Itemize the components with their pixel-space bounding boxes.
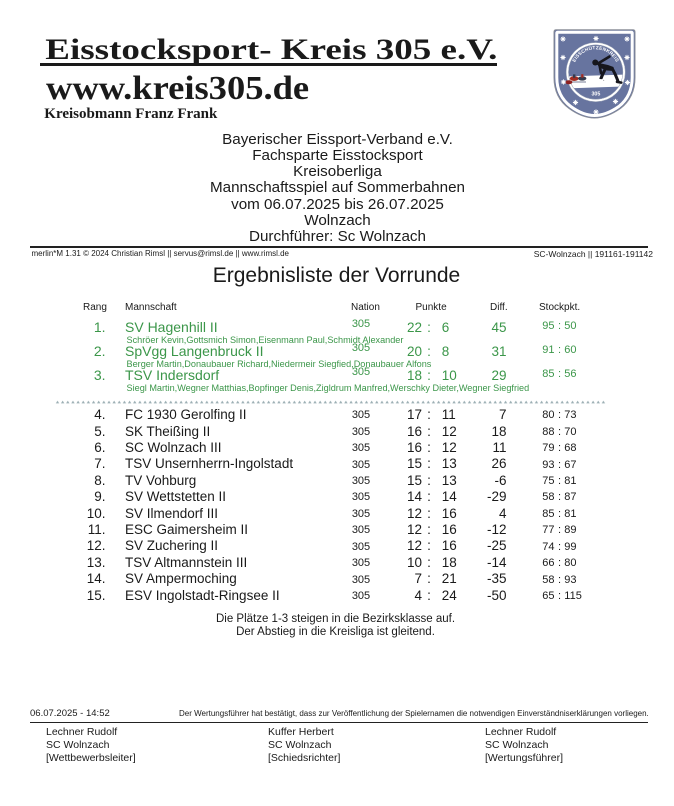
svg-text:305: 305: [591, 92, 600, 98]
